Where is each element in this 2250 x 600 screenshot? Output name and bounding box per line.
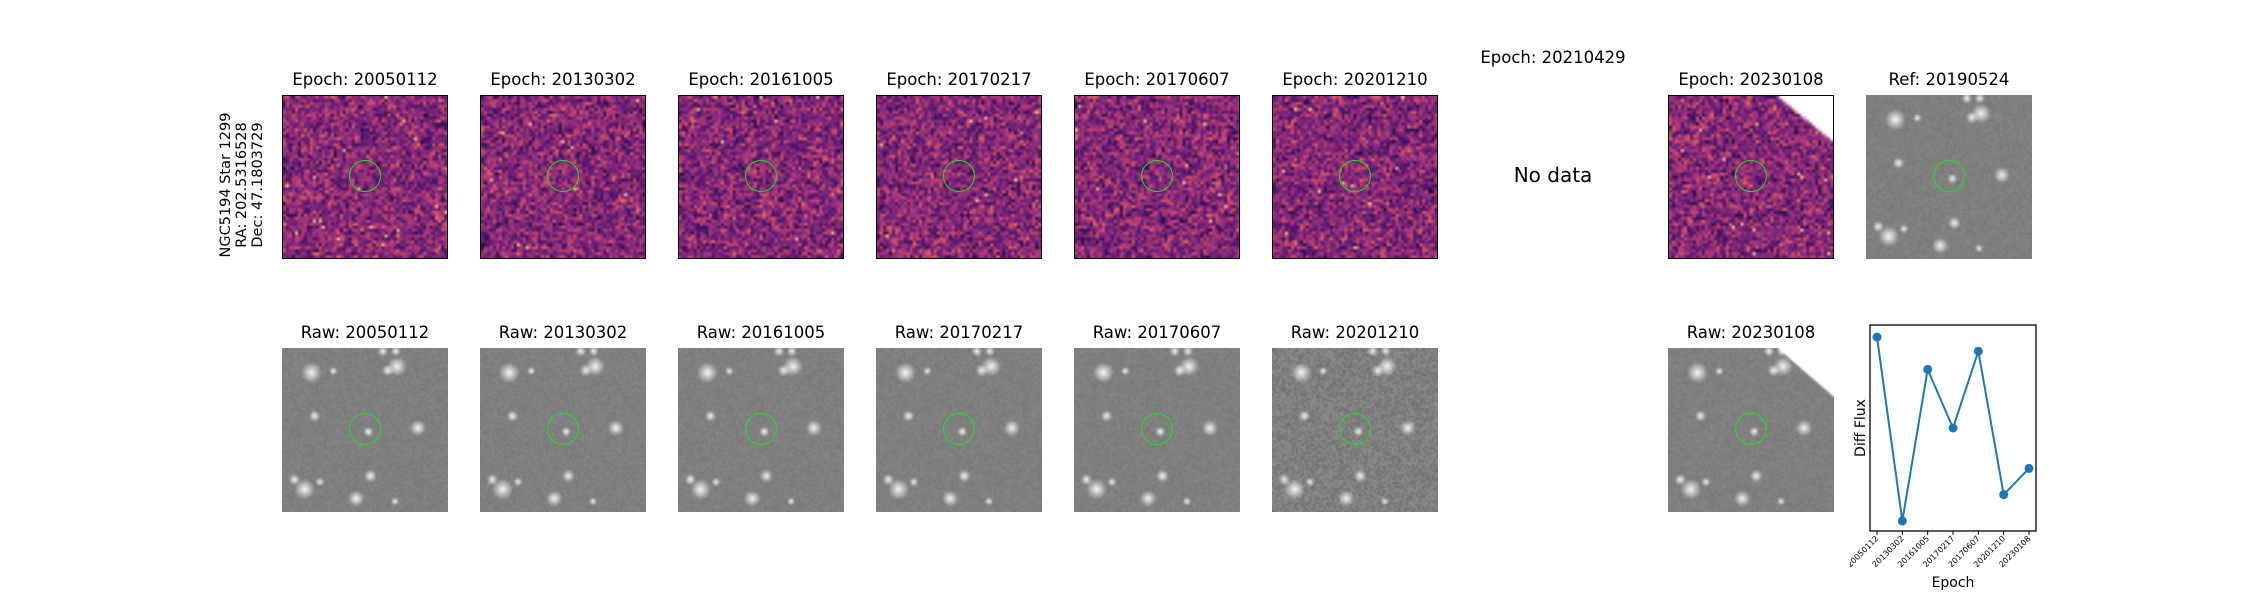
source-ra: RA: 202.5316528	[234, 122, 250, 248]
raw-title-3: Raw: 20161005	[696, 323, 826, 342]
data-point	[1948, 423, 1958, 433]
target-marker	[1141, 160, 1173, 192]
diff-title-4: Epoch: 20170217	[886, 70, 1032, 89]
target-marker	[1735, 413, 1767, 445]
target-marker	[1933, 160, 1965, 192]
source-name: NGC5194 Star 1299	[218, 112, 234, 258]
target-marker	[1339, 160, 1371, 192]
target-marker	[943, 413, 975, 445]
diff-title-8: Epoch: 20230108	[1678, 70, 1824, 89]
target-marker	[1141, 413, 1173, 445]
source-label: NGC5194 Star 1299 RA: 202.5316528 Dec: 4…	[218, 110, 278, 260]
diff-title-3: Epoch: 20161005	[688, 70, 834, 89]
target-marker	[349, 160, 381, 192]
diff-title-1: Epoch: 20050112	[292, 70, 438, 89]
no-data-text: No data	[1513, 163, 1593, 187]
raw-title-7: Raw: 20230108	[1686, 323, 1816, 342]
x-axis-label: Epoch	[1932, 575, 1975, 591]
target-marker	[745, 160, 777, 192]
raw-title-2: Raw: 20130302	[498, 323, 628, 342]
light-curve-chart: 2005011220130302201610052017021720170607…	[1850, 324, 2037, 591]
ref-title: Ref: 20190524	[1888, 70, 2010, 89]
diff-title-2: Epoch: 20130302	[490, 70, 636, 89]
diff-title-5: Epoch: 20170607	[1084, 70, 1230, 89]
target-marker	[745, 413, 777, 445]
target-marker	[547, 160, 579, 192]
data-point	[1897, 516, 1907, 526]
target-marker	[1339, 413, 1371, 445]
source-dec: Dec: 47.1803729	[250, 122, 266, 248]
target-marker	[1735, 160, 1767, 192]
raw-title-1: Raw: 20050112	[300, 323, 430, 342]
data-point	[1872, 332, 1882, 342]
diff-title-6: Epoch: 20201210	[1282, 70, 1428, 89]
y-axis-label: Diff Flux	[1853, 399, 1869, 457]
raw-title-5: Raw: 20170607	[1092, 323, 1222, 342]
target-marker	[943, 160, 975, 192]
raw-title-4: Raw: 20170217	[894, 323, 1024, 342]
raw-title-6: Raw: 20201210	[1290, 323, 1420, 342]
data-point	[1973, 346, 1983, 356]
data-point	[1999, 490, 2009, 500]
diff-title-7: Epoch: 20210429	[1480, 48, 1626, 67]
data-point	[2024, 463, 2034, 473]
target-marker	[547, 413, 579, 445]
target-marker	[349, 413, 381, 445]
data-point	[1923, 364, 1933, 374]
